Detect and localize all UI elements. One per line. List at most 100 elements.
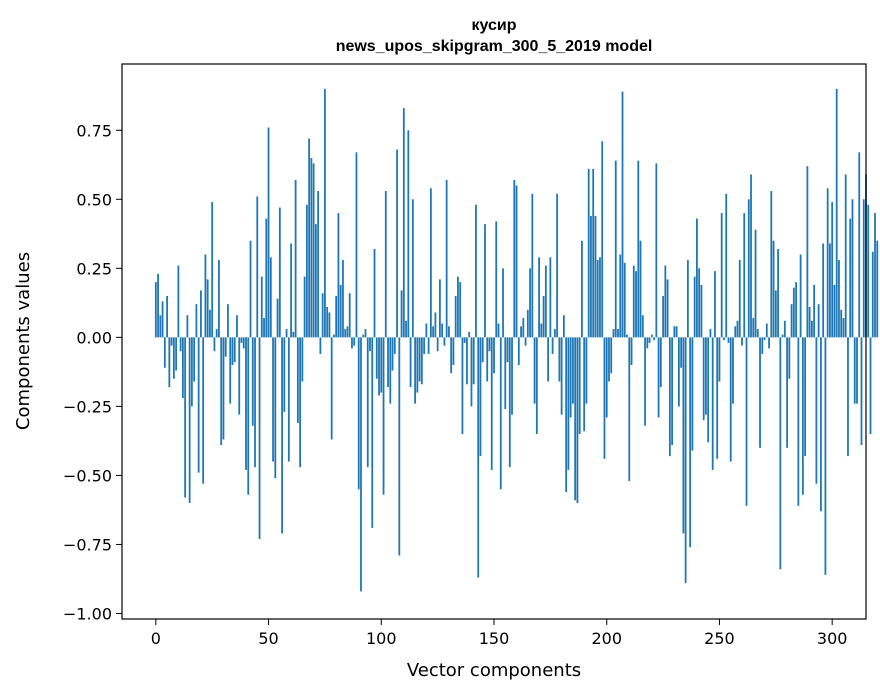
- bar-48: [263, 318, 265, 338]
- bar-46: [258, 337, 261, 539]
- bar-79: [333, 334, 335, 338]
- bar-122: [429, 188, 432, 338]
- bar-32: [227, 304, 229, 338]
- bar-103: [387, 337, 389, 388]
- bar-205: [617, 329, 619, 338]
- bar-241: [698, 268, 701, 338]
- bar-35: [233, 337, 236, 363]
- bar-102: [384, 191, 387, 338]
- bar-258: [736, 320, 739, 338]
- bar-49: [265, 218, 268, 338]
- bar-320: [876, 240, 879, 338]
- bar-211: [630, 337, 633, 365]
- bar-133: [454, 295, 457, 338]
- bar-114: [411, 199, 414, 338]
- bar-288: [804, 337, 807, 457]
- bar-266: [754, 229, 757, 338]
- bar-57: [283, 337, 286, 412]
- bar-149: [490, 337, 493, 470]
- bar-135: [459, 282, 462, 338]
- bar-81: [337, 213, 340, 338]
- bar-254: [727, 337, 730, 343]
- bar-160: [515, 185, 518, 338]
- bar-54: [276, 298, 279, 338]
- bar-216: [641, 315, 644, 338]
- y-tick-label: −0.75: [63, 535, 112, 554]
- chart-title-line-2: news_upos_skipgram_300_5_2019 model: [336, 38, 653, 55]
- bar-176: [551, 337, 554, 354]
- bar-146: [484, 224, 486, 338]
- bar-183: [567, 337, 570, 470]
- bar-53: [274, 337, 277, 479]
- bar-286: [799, 254, 802, 338]
- bar-74: [321, 293, 324, 338]
- bar-262: [745, 337, 748, 506]
- bar-20: [200, 290, 202, 338]
- bar-155: [504, 337, 507, 410]
- bar-15: [188, 337, 191, 504]
- bar-256: [732, 337, 734, 404]
- bar-227: [666, 279, 669, 338]
- bar-171: [540, 323, 543, 338]
- bar-311: [856, 337, 858, 404]
- bar-279: [783, 320, 786, 338]
- bar-153: [499, 337, 502, 490]
- bar-206: [619, 254, 622, 338]
- bar-108: [398, 337, 401, 556]
- bar-28: [218, 260, 220, 338]
- bar-25: [211, 202, 214, 338]
- x-tick-label: 50: [258, 629, 278, 648]
- bar-174: [547, 337, 550, 382]
- bar-78: [330, 337, 333, 440]
- bar-221: [653, 337, 655, 341]
- y-tick-label: 0.00: [76, 328, 112, 347]
- bar-123: [432, 326, 435, 338]
- bar-89: [355, 152, 358, 338]
- bar-287: [801, 337, 804, 495]
- bar-220: [650, 334, 653, 338]
- x-axis-ticks: 0 50 100 150 200 250 300: [151, 619, 847, 648]
- bar-60: [290, 243, 292, 338]
- bar-203: [612, 329, 615, 338]
- bar-147: [486, 337, 489, 382]
- bar-139: [468, 331, 471, 338]
- bar-191: [585, 337, 588, 404]
- bar-170: [538, 257, 540, 338]
- bar-1: [157, 273, 159, 338]
- plot-frame: [121, 63, 867, 620]
- bar-289: [806, 166, 809, 338]
- bar-296: [822, 243, 825, 338]
- bar-247: [711, 337, 714, 470]
- bar-43: [251, 337, 254, 426]
- bar-40: [245, 337, 247, 470]
- bar-152: [497, 323, 500, 338]
- bar-186: [574, 337, 577, 501]
- bar-120: [425, 323, 428, 338]
- bar-70: [312, 163, 315, 338]
- bar-209: [626, 334, 628, 338]
- bar-237: [689, 337, 692, 548]
- bar-168: [533, 337, 536, 404]
- bar-198: [601, 141, 604, 338]
- bar-61: [292, 331, 295, 338]
- bar-5: [166, 295, 168, 338]
- bar-193: [590, 215, 592, 338]
- bar-190: [583, 337, 586, 432]
- bar-302: [835, 88, 838, 338]
- bar-68: [308, 138, 311, 338]
- bar-16: [190, 337, 193, 407]
- bar-284: [795, 282, 798, 338]
- bar-172: [542, 295, 545, 338]
- bar-36: [236, 315, 238, 338]
- bar-239: [693, 276, 696, 338]
- bar-8: [172, 337, 175, 379]
- bar-21: [202, 337, 205, 484]
- bar-292: [813, 284, 816, 338]
- bar-131: [450, 337, 453, 374]
- bar-300: [831, 202, 834, 338]
- bar-277: [779, 337, 782, 570]
- bar-88: [353, 337, 356, 346]
- bar-116: [416, 337, 419, 393]
- bar-261: [743, 213, 746, 338]
- bar-230: [673, 326, 676, 338]
